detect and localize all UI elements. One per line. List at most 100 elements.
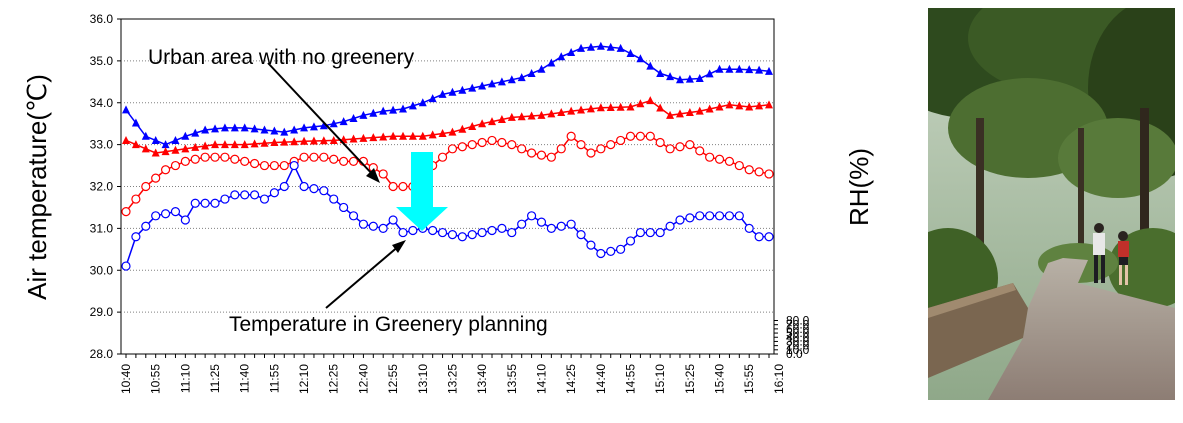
data-point: [536, 150, 547, 160]
data-point: [437, 152, 448, 162]
data-point: [606, 102, 615, 111]
data-point: [398, 104, 407, 113]
x-tick-label: 12:25: [327, 364, 341, 394]
data-point: [458, 124, 467, 133]
data-point: [526, 148, 537, 158]
data-point: [655, 227, 665, 238]
y2-tick-label: 60.0: [786, 322, 810, 336]
data-point: [428, 130, 437, 139]
data-point: [596, 248, 606, 259]
data-point: [408, 225, 418, 236]
data-point: [131, 232, 141, 242]
data-point: [349, 113, 358, 122]
data-point: [319, 136, 328, 145]
data-point: [616, 102, 625, 111]
x-tick-label: 13:10: [416, 364, 430, 394]
x-tick-label: 15:25: [683, 364, 697, 394]
data-point: [695, 106, 704, 115]
data-point: [438, 89, 447, 98]
data-point: [625, 131, 636, 141]
data-point: [220, 140, 229, 149]
data-point: [478, 81, 487, 90]
data-point: [309, 152, 319, 162]
data-point: [655, 137, 665, 148]
data-point: [319, 152, 329, 162]
data-point: [438, 128, 447, 137]
y-tick-label: 34.0: [90, 96, 114, 110]
data-point: [379, 132, 388, 141]
data-point: [131, 194, 141, 204]
data-point: [141, 221, 151, 231]
data-point: [151, 211, 161, 221]
data-point: [211, 140, 220, 149]
data-point: [636, 54, 645, 63]
data-point: [289, 160, 299, 171]
annotation-arrow-icon: [267, 62, 380, 183]
data-point: [240, 190, 250, 200]
data-point: [675, 75, 684, 84]
data-point: [734, 211, 744, 221]
x-tick-label: 11:25: [208, 364, 222, 393]
data-point: [398, 181, 408, 192]
data-point: [250, 139, 259, 148]
annotation-greenery: Temperature in Greenery planning: [229, 313, 548, 336]
y2-tick-label: 40.0: [786, 330, 810, 344]
data-point: [160, 209, 171, 219]
data-point: [300, 136, 309, 145]
data-point: [536, 217, 547, 227]
data-point: [744, 223, 754, 233]
data-point: [181, 144, 190, 153]
data-point: [675, 215, 685, 225]
data-point: [122, 105, 130, 114]
data-point: [616, 244, 626, 254]
data-point: [616, 43, 625, 52]
data-point: [389, 105, 398, 114]
data-point: [714, 154, 725, 164]
series-1: [122, 96, 773, 157]
data-point: [527, 68, 536, 77]
data-point: [625, 236, 636, 246]
data-point: [497, 223, 507, 233]
data-point: [230, 190, 240, 200]
data-point: [626, 49, 635, 58]
data-point: [448, 87, 457, 96]
data-point: [477, 137, 487, 148]
data-point: [151, 173, 161, 183]
data-point: [735, 64, 744, 73]
data-point: [141, 131, 150, 140]
x-tick-label: 11:55: [267, 364, 281, 393]
y-tick-label: 28.0: [90, 347, 114, 361]
data-point: [280, 127, 289, 136]
data-point: [547, 109, 556, 118]
data-point: [734, 160, 744, 171]
data-point: [656, 68, 665, 77]
data-point: [468, 83, 477, 92]
data-point: [567, 106, 576, 115]
data-point: [487, 135, 497, 146]
series: [121, 41, 774, 271]
data-point: [170, 207, 181, 217]
series-3: [121, 160, 774, 271]
data-point: [170, 160, 181, 171]
data-point: [645, 131, 655, 141]
data-point: [418, 98, 427, 107]
data-point: [329, 135, 338, 144]
data-point: [705, 152, 715, 162]
annotation-urban: Urban area with no greenery: [148, 46, 415, 69]
data-point: [250, 124, 259, 133]
data-point: [378, 223, 388, 233]
data-point: [339, 117, 348, 126]
data-point: [695, 211, 705, 221]
data-point: [645, 227, 655, 238]
data-point: [448, 127, 457, 136]
data-point: [685, 74, 694, 83]
data-point: [468, 121, 477, 130]
data-point: [735, 101, 744, 110]
data-point: [635, 131, 646, 141]
data-point: [379, 106, 388, 115]
x-tick-label: 16:10: [772, 364, 786, 394]
data-point: [497, 137, 507, 148]
data-point: [260, 138, 269, 147]
y-tick-label: 30.0: [90, 263, 114, 277]
data-point: [389, 131, 398, 140]
